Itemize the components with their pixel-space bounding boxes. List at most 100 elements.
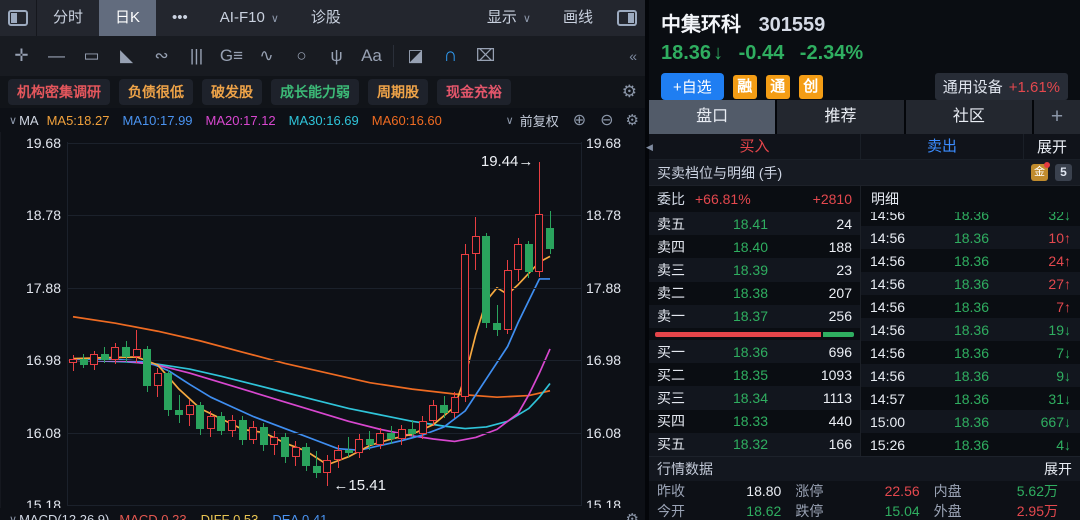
stock-tag-chip[interactable]: 机构密集调研 — [8, 79, 110, 105]
fan-lines-icon[interactable]: ◣ — [119, 46, 134, 65]
y-axis-label-right: 15.18 — [586, 496, 622, 508]
margin-badge[interactable]: 融 — [732, 74, 757, 99]
candle-wick — [496, 305, 498, 337]
eraser-icon[interactable]: ◪ — [407, 46, 424, 65]
tab-tuijian[interactable]: 推荐 — [777, 100, 904, 134]
pitchfork-icon[interactable]: ψ — [330, 46, 343, 65]
detail-time: 14:56 — [870, 321, 906, 338]
trade-detail-row[interactable]: 14:56 18.36 7↓ — [861, 341, 1080, 364]
gear-icon[interactable]: ⚙ — [625, 112, 639, 129]
divider — [393, 45, 394, 67]
gear-icon[interactable]: ⚙ — [625, 511, 639, 520]
level-price: 18.34 — [732, 390, 769, 407]
add-tab-button[interactable]: + — [1033, 100, 1080, 134]
weibi-label: 委比 — [657, 191, 685, 207]
trade-detail-row[interactable]: 14:57 18.36 31↓ — [861, 387, 1080, 410]
tab-pankou[interactable]: 盘口 — [649, 100, 776, 134]
adjust-mode-label[interactable]: 前复权 — [519, 113, 559, 129]
stock-tag-chip[interactable]: 成长能力弱 — [271, 79, 359, 105]
tab-shequ[interactable]: 社区 — [905, 100, 1032, 134]
stock-tag-chip[interactable]: 破发股 — [202, 79, 262, 105]
trade-detail-row[interactable]: 14:56 18.36 19↓ — [861, 318, 1080, 341]
order-level-row[interactable]: 买一 18.36 696 — [649, 340, 860, 364]
more-periods-button[interactable]: ••• — [172, 9, 188, 26]
level-label: 买四 — [657, 413, 685, 430]
trade-detail-row[interactable]: 14:56 18.36 24↑ — [861, 249, 1080, 272]
order-level-row[interactable]: 卖四 18.40 188 — [649, 235, 860, 258]
level-label: 买一 — [657, 343, 685, 360]
chinext-badge[interactable]: 创 — [798, 74, 823, 99]
rectangle-icon[interactable]: ▭ — [83, 46, 100, 65]
industry-chip[interactable]: 通用设备 +1.61% — [934, 73, 1068, 100]
trade-detail-row[interactable]: 15:00 18.36 667↓ — [861, 410, 1080, 433]
tab-daily-k[interactable]: 日K — [99, 0, 157, 36]
trade-detail-row[interactable]: 14:56 18.36 32↓ — [861, 212, 1080, 226]
chevron-down-icon[interactable]: ∨ — [9, 114, 18, 127]
grid-line — [67, 215, 581, 217]
stock-tag-chip[interactable]: 周期股 — [368, 79, 428, 105]
candlestick-chart[interactable]: 19.68 19.68 18.78 18.78 17.88 17.88 16.98 16.98… — [0, 132, 645, 508]
gann-icon[interactable]: G≡ — [219, 46, 244, 65]
tab-minute-chart[interactable]: 分时 — [53, 9, 84, 26]
candle-body — [90, 353, 99, 365]
trend-line-icon[interactable]: — — [48, 46, 65, 65]
order-level-row[interactable]: 买五 18.32 166 — [649, 432, 860, 457]
sell-button[interactable]: 卖出 — [861, 133, 1024, 160]
right-panel-toggle-icon[interactable] — [617, 10, 637, 26]
display-menu-button[interactable]: 显示 ∨ — [486, 9, 531, 26]
order-level-row[interactable]: 卖二 18.38 207 — [649, 282, 860, 305]
candle-body — [376, 432, 385, 446]
order-level-row[interactable]: 卖五 18.41 24 — [649, 212, 860, 236]
detail-price: 18.36 — [953, 252, 990, 269]
chevron-down-icon[interactable]: ∨ — [9, 513, 18, 520]
market-data-cell: 跌停 15.04 — [795, 501, 933, 520]
order-level-row[interactable]: 卖三 18.39 23 — [649, 258, 860, 282]
wave-icon[interactable]: ∿ — [259, 46, 274, 65]
trade-detail-row[interactable]: 14:56 18.36 27↑ — [861, 272, 1080, 295]
market-label: 跌停 — [795, 503, 824, 519]
collapse-toolbar-icon[interactable]: « — [629, 48, 637, 64]
zoom-out-icon[interactable]: ⊖ — [600, 112, 614, 129]
ellipse-icon[interactable]: ○ — [296, 46, 307, 65]
detail-time: 15:26 — [870, 436, 906, 453]
order-level-row[interactable]: 买四 18.33 440 — [649, 410, 860, 433]
expand-trade-button[interactable]: 展开 — [1036, 139, 1067, 156]
candle-body — [355, 439, 364, 454]
trade-detail-row[interactable]: 14:56 18.36 9↓ — [861, 364, 1080, 387]
gear-icon[interactable]: ⚙ — [621, 82, 637, 101]
add-watchlist-button[interactable]: +自选 — [661, 73, 724, 100]
detail-time: 15:00 — [870, 413, 906, 430]
level-volume: 696 — [828, 343, 852, 360]
left-panel-toggle-icon[interactable] — [8, 10, 28, 26]
trade-detail-row[interactable]: 14:56 18.36 10↑ — [861, 226, 1080, 249]
stock-tag-chip[interactable]: 负债很低 — [119, 79, 193, 105]
order-level-row[interactable]: 买三 18.34 1113 — [649, 386, 860, 410]
order-level-row[interactable]: 买二 18.35 1093 — [649, 363, 860, 386]
chevron-down-icon[interactable]: ∨ — [505, 114, 514, 127]
buy-button[interactable]: 买入 — [649, 133, 861, 160]
move-icon[interactable]: ✛ — [14, 46, 29, 65]
magnet-icon[interactable]: ∩ — [443, 45, 458, 66]
trash-icon[interactable]: ⌧ — [475, 46, 496, 65]
level2-gold-icon[interactable]: 金 — [1031, 162, 1050, 181]
segment-icon[interactable]: ∾ — [154, 46, 169, 65]
level-label: 买五 — [657, 436, 685, 453]
ai-f10-button[interactable]: AI-F10 ∨ — [219, 9, 279, 26]
vertical-lines-icon[interactable]: ||| — [189, 46, 204, 65]
five-levels-icon[interactable]: 5 — [1055, 164, 1072, 181]
draw-line-button[interactable]: 画线 — [562, 9, 593, 26]
trade-detail-row[interactable]: 15:26 18.36 4↓ — [861, 433, 1080, 456]
connect-badge[interactable]: 通 — [765, 74, 790, 99]
trade-detail-row[interactable]: 14:56 18.36 7↑ — [861, 295, 1080, 318]
collapse-handle-icon[interactable]: ◀ — [646, 142, 653, 152]
y-axis-label-left: 19.68 — [25, 135, 61, 151]
candle-body — [164, 373, 173, 411]
text-icon[interactable]: Aa — [361, 46, 382, 65]
expand-market-button[interactable]: 展开 — [1044, 461, 1072, 477]
grid-line — [67, 504, 581, 506]
diagnose-stock-button[interactable]: 诊股 — [310, 9, 341, 26]
zoom-in-icon[interactable]: ⊕ — [572, 112, 587, 129]
stock-tag-chip[interactable]: 现金充裕 — [437, 79, 511, 105]
order-level-row[interactable]: 卖一 18.37 256 — [649, 304, 860, 329]
candle-wick — [411, 419, 413, 438]
